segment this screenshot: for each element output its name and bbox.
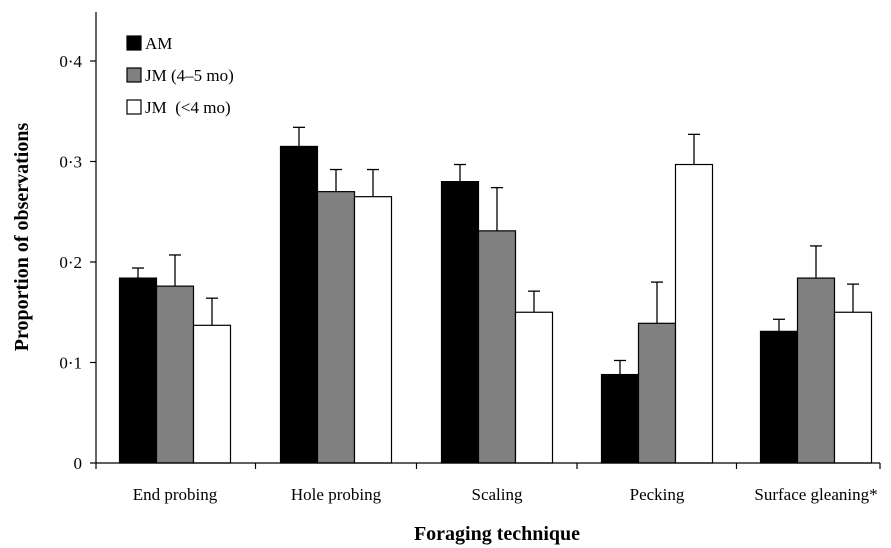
y-ticks: 0 0·1 0·2 0·3 0·4: [59, 52, 96, 473]
bar: [477, 230, 517, 464]
bar: [637, 322, 677, 464]
y-tick-label: 0·3: [59, 153, 82, 172]
bar: [155, 285, 195, 464]
bar: [759, 330, 799, 464]
x-category-label: Hole probing: [291, 485, 382, 504]
x-category-label: Pecking: [630, 485, 685, 504]
bar: [600, 373, 640, 464]
bars-layer: [118, 126, 873, 464]
x-category-label: Surface gleaning*: [754, 485, 877, 504]
bar: [796, 277, 836, 464]
x-axis-title: Foraging technique: [414, 523, 580, 545]
bar: [833, 311, 873, 464]
axes-layer: [95, 12, 880, 464]
bar: [118, 277, 158, 464]
y-tick-label: 0·1: [59, 354, 82, 373]
bar: [353, 196, 393, 464]
bar: [674, 163, 714, 464]
legend: AM JM (4–5 mo) JM (<4 mo): [126, 34, 234, 117]
legend-label: JM (4–5 mo): [145, 66, 234, 85]
y-tick-label: 0·4: [59, 52, 82, 71]
y-axis-title: Proportion of observations: [11, 123, 33, 352]
y-tick-label: 0·2: [59, 253, 82, 272]
bar: [192, 324, 232, 464]
x-category-label: Scaling: [472, 485, 523, 504]
x-category-labels: End probing Hole probing Scaling Pecking Sur…: [95, 463, 881, 504]
bar: [440, 181, 480, 464]
bar: [514, 311, 554, 464]
x-category-label: End probing: [133, 485, 218, 504]
legend-swatch: [126, 35, 142, 51]
legend-label: JM (<4 mo): [145, 98, 231, 117]
legend-swatch: [126, 99, 142, 115]
bar: [279, 145, 319, 464]
legend-swatch: [126, 67, 142, 83]
bar: [316, 191, 356, 464]
legend-label: AM: [145, 34, 172, 53]
y-tick-label: 0: [74, 454, 83, 473]
